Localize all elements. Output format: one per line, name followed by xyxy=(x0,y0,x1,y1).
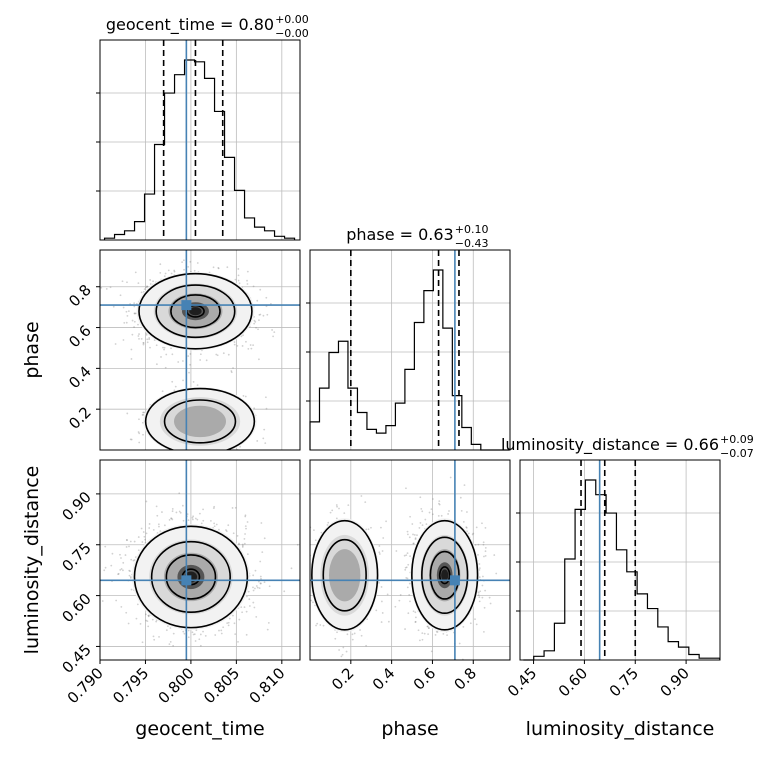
contour xyxy=(429,550,460,600)
x-tick-label: 0.805 xyxy=(200,664,243,707)
contour xyxy=(311,519,379,631)
x-tick-label: 0.45 xyxy=(504,664,540,700)
panel-frame xyxy=(99,459,301,661)
title-minus: −0.00 xyxy=(275,27,309,40)
panel-frame xyxy=(309,459,511,661)
contour xyxy=(138,272,253,350)
contour xyxy=(133,525,249,629)
histogram-luminosity_distance xyxy=(523,479,721,661)
y-axis-label: phase xyxy=(21,321,43,378)
y-tick-label: 0.90 xyxy=(58,488,94,524)
x-axis-label: phase xyxy=(381,718,438,740)
panel-frame xyxy=(99,39,301,241)
contour xyxy=(150,540,231,614)
panel-frame xyxy=(99,249,301,451)
density-geocent_time-phase xyxy=(100,259,276,450)
y-axis-label: luminosity_distance xyxy=(21,466,43,655)
truth-marker xyxy=(181,300,192,311)
title-plus: +0.09 xyxy=(720,433,754,446)
x-tick-label: 0.4 xyxy=(369,664,399,694)
x-tick-label: 0.90 xyxy=(657,664,693,700)
title-geocent_time: geocent_time = 0.80 +0.00−0.00 xyxy=(106,13,309,40)
grid xyxy=(99,40,300,240)
title-label: phase = 0.63 xyxy=(346,225,453,244)
title-minus: −0.43 xyxy=(455,237,489,250)
histogram-phase xyxy=(309,269,510,451)
x-axis-label: geocent_time xyxy=(135,718,264,740)
contour xyxy=(421,536,469,615)
x-tick-label: 0.800 xyxy=(155,664,198,707)
contour xyxy=(322,538,367,612)
panel-frame xyxy=(519,459,721,661)
x-tick-label: 0.2 xyxy=(328,664,358,694)
x-tick-label: 0.8 xyxy=(450,664,480,694)
title-label: geocent_time = 0.80 xyxy=(106,15,274,35)
x-axis-label: luminosity_distance xyxy=(526,718,715,740)
x-tick-label: 0.810 xyxy=(246,664,289,707)
y-tick-label: 0.2 xyxy=(65,403,95,433)
title-plus: +0.00 xyxy=(275,13,309,26)
title-minus: −0.07 xyxy=(720,447,754,460)
contour xyxy=(163,399,237,444)
density-geocent_time-luminosity_distance xyxy=(101,492,299,648)
title-plus: +0.10 xyxy=(455,223,489,236)
contour xyxy=(411,519,479,631)
y-tick-label: 0.8 xyxy=(65,281,95,311)
density-phase-luminosity_distance xyxy=(310,476,498,660)
x-tick-label: 0.60 xyxy=(555,664,591,700)
contour xyxy=(170,294,221,329)
panel-frame xyxy=(309,249,511,451)
x-tick-label: 0.6 xyxy=(410,664,440,694)
x-tick-label: 0.75 xyxy=(606,664,642,700)
grid xyxy=(310,250,510,450)
y-tick-label: 0.4 xyxy=(65,362,95,392)
contour xyxy=(165,554,217,600)
contour xyxy=(438,566,451,585)
title-label: luminosity_distance = 0.66 xyxy=(501,435,719,455)
histogram-geocent_time xyxy=(103,59,296,240)
y-tick-label: 0.60 xyxy=(58,590,94,626)
truth-marker xyxy=(449,575,460,586)
contour xyxy=(155,284,236,339)
truth-marker xyxy=(181,575,192,586)
grid xyxy=(520,460,720,660)
contour xyxy=(144,387,256,450)
x-tick-label: 0.795 xyxy=(109,664,152,707)
y-tick-label: 0.6 xyxy=(65,322,95,352)
title-phase: phase = 0.63 +0.10−0.43 xyxy=(346,223,488,250)
y-tick-label: 0.75 xyxy=(58,539,94,575)
title-luminosity_distance: luminosity_distance = 0.66 +0.09−0.07 xyxy=(501,433,754,460)
